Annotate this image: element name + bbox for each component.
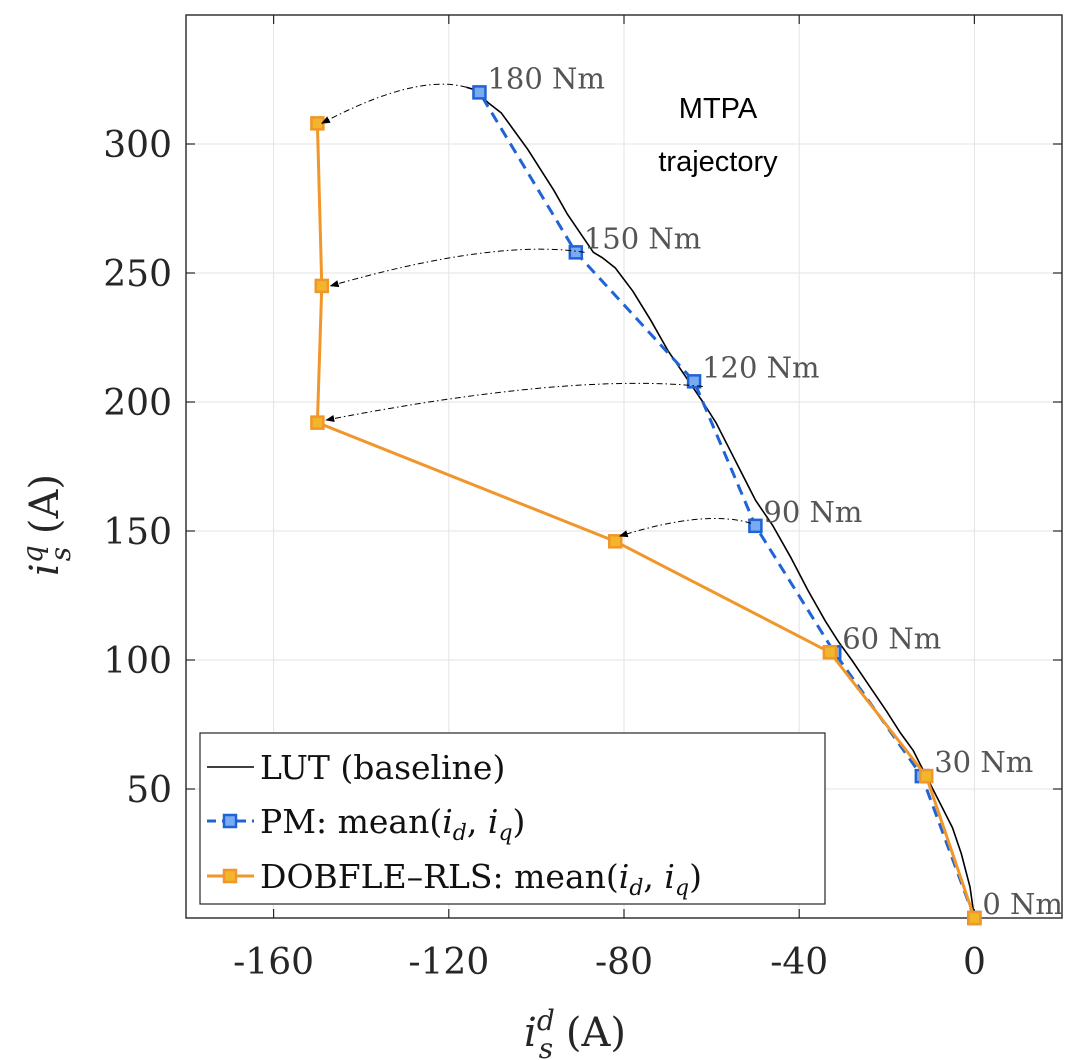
x-tick-label: 0 [963, 942, 986, 983]
torque-label: 30 Nm [934, 745, 1033, 779]
x-tick-label: -160 [233, 942, 314, 983]
torque-label: 0 Nm [982, 887, 1063, 921]
series-1-marker [472, 85, 487, 100]
x-tick-label: -80 [595, 942, 653, 983]
series [310, 85, 982, 926]
legend-box [199, 732, 826, 905]
legend-label-pm: PM: mean(id, iq) [260, 802, 525, 846]
axes-frame [185, 14, 1063, 919]
y-tick-label: 200 [103, 383, 172, 424]
series-2-marker [967, 910, 982, 926]
series-2-marker [607, 534, 623, 549]
transfer-arrow-1 [329, 248, 585, 288]
arrows [320, 83, 752, 538]
series-1-marker [568, 245, 584, 260]
legend-marker-pm [222, 813, 238, 829]
torque-label: 150 Nm [584, 221, 701, 255]
torque-label: 180 Nm [487, 61, 604, 95]
y-tick-label: 150 [103, 512, 172, 553]
series-2-marker [822, 645, 838, 660]
transfer-arrow-2 [325, 382, 703, 423]
series-1-marker [748, 518, 763, 534]
torque-label: 90 Nm [763, 495, 862, 529]
legend-label-dobfle: DOBFLE–RLS: mean(id, iq) [260, 857, 702, 901]
torque-label: 60 Nm [842, 621, 941, 655]
series-1-marker [686, 374, 702, 389]
y-tick-label: 250 [103, 254, 172, 295]
y-tick-label: 100 [103, 641, 172, 682]
legend: LUT (baseline) PM: mean(id, iq) DOBFLE–R… [199, 732, 826, 905]
y-tick-label: 300 [103, 125, 172, 166]
legend-marker-dobfle [222, 868, 238, 884]
annotation-line-1: MTPA [679, 93, 758, 125]
y-axis-label: iqs (A) [16, 474, 77, 576]
series-2-marker [314, 278, 330, 294]
transfer-arrow-3 [618, 517, 752, 538]
y-tick-label: 50 [126, 770, 172, 811]
x-tick-label: -120 [408, 942, 489, 983]
x-tick-label: -40 [770, 942, 828, 983]
x-axis-label: id s (A) [524, 1004, 626, 1060]
series-2-marker [918, 768, 934, 784]
series-2-marker [310, 116, 325, 131]
torque-labels: 180 Nm 150 Nm 120 Nm 90 Nm 60 Nm 30 Nm 0 Nm [487, 61, 1062, 921]
series-2-marker [310, 415, 325, 430]
annotation-line-2: trajectory [658, 146, 778, 178]
torque-label: 120 Nm [702, 350, 819, 384]
axes: -160 -120 -80 -40 0 50 100 150 200 250 300 [103, 14, 1063, 983]
legend-label-lut: LUT (baseline) [260, 748, 505, 787]
